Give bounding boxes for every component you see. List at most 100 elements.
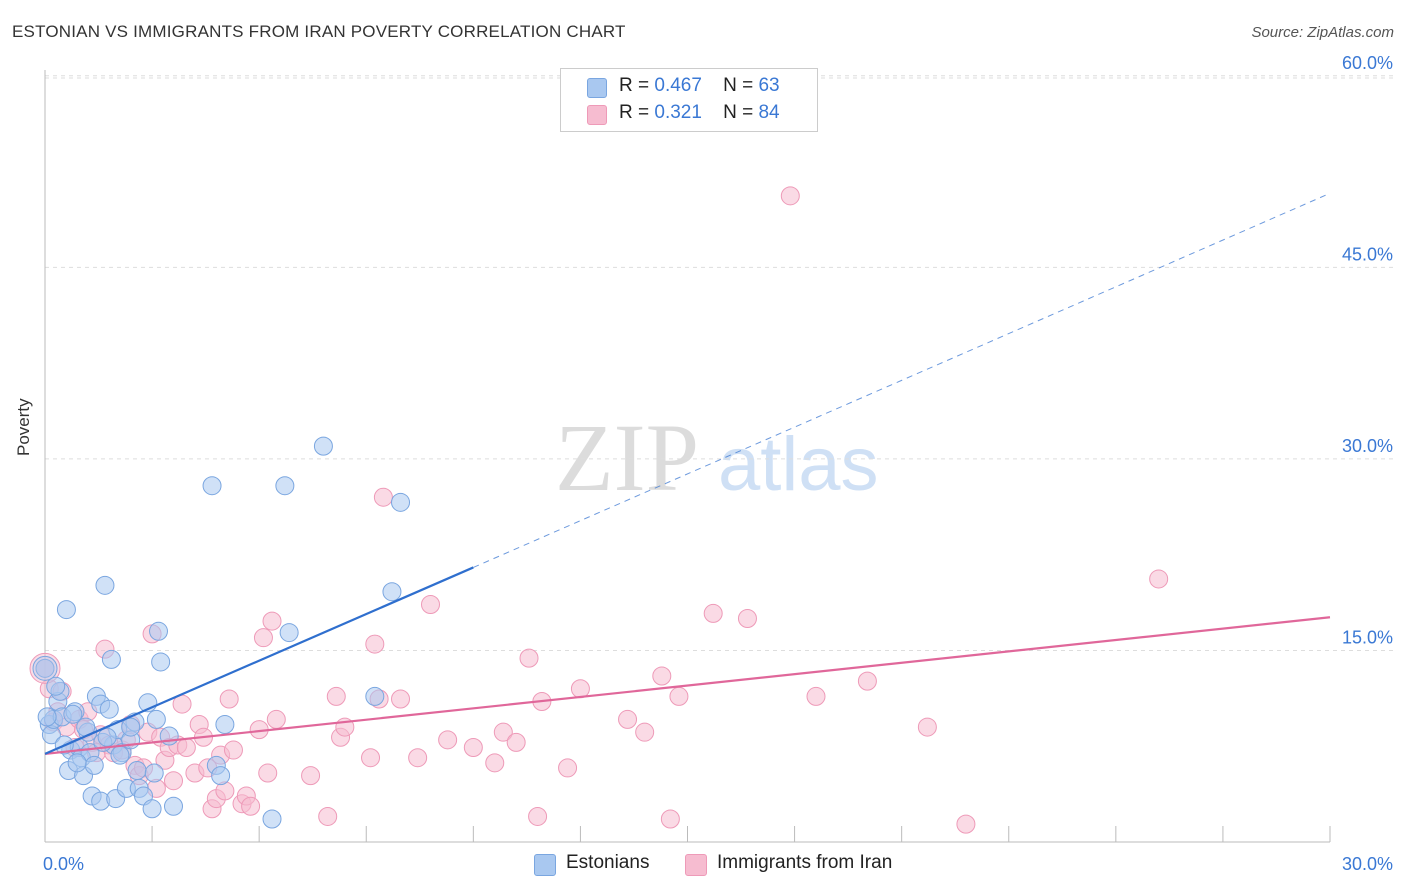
data-point-iran [635, 722, 655, 742]
data-point-estonians [164, 796, 183, 816]
series-legend: Estonians Immigrants from Iran [0, 852, 1406, 878]
data-point-estonians [121, 717, 141, 737]
n-value: 84 [758, 102, 780, 123]
n-label: N = [723, 102, 754, 123]
y-tick-label: 15.0% [1342, 627, 1393, 647]
data-point-estonians [211, 766, 231, 786]
data-point-iran [164, 771, 183, 791]
trend-lines [44, 192, 1331, 755]
data-point-estonians [202, 476, 222, 496]
data-point-iran [463, 738, 483, 758]
r-value: 0.467 [654, 75, 702, 96]
data-point-iran [326, 686, 346, 706]
x-tick-label: 30.0% [1342, 854, 1393, 874]
y-tick-label: 45.0% [1342, 244, 1393, 264]
legend-swatch-pink [587, 105, 607, 125]
trend-line-estonians [44, 566, 474, 755]
r-label: R = [619, 102, 650, 123]
gridlines [45, 75, 1395, 651]
data-point-estonians [67, 753, 87, 773]
legend-swatch-pink [685, 854, 707, 876]
watermark-zip: ZIP [555, 404, 699, 511]
data-point-estonians [382, 582, 402, 602]
data-point-iran [223, 740, 243, 760]
data-point-iran [570, 679, 590, 699]
data-point-iran [652, 666, 672, 686]
x-tick-label: 0.0% [43, 854, 84, 874]
legend-label-immigrants-from-iran: Immigrants from Iran [717, 852, 893, 873]
data-point-estonians [151, 652, 171, 672]
data-point-estonians [313, 436, 333, 456]
data-point-iran [737, 609, 757, 629]
data-point-iran [318, 806, 338, 826]
data-point-iran [660, 809, 680, 829]
data-point-estonians [32, 655, 58, 681]
data-point-estonians [110, 745, 130, 765]
data-point-iran [493, 722, 513, 742]
data-point-estonians [101, 649, 121, 669]
watermark-atlas: atlas [718, 422, 879, 507]
data-point-iran [485, 753, 505, 773]
data-point-iran [258, 763, 278, 783]
data-point-estonians [95, 575, 115, 595]
data-point-iran [219, 689, 239, 709]
data-point-estonians [46, 676, 66, 696]
data-point-estonians [127, 760, 147, 780]
data-point-iran [241, 796, 261, 816]
data-point-estonians [35, 658, 55, 678]
data-point-estonians [215, 715, 235, 735]
data-point-estonians [97, 727, 117, 747]
data-point-estonians [99, 699, 119, 719]
data-point-estonians [144, 763, 164, 783]
data-point-iran [703, 603, 723, 623]
r-label: R = [619, 75, 650, 96]
data-point-estonians [391, 492, 411, 512]
data-point-estonians [279, 623, 299, 643]
data-point-estonians [142, 799, 162, 819]
y-tick-label: 60.0% [1342, 53, 1393, 73]
data-point-iran [176, 738, 196, 758]
n-value: 63 [758, 75, 780, 96]
data-point-estonians [63, 704, 83, 724]
data-point-estonians [149, 621, 169, 641]
data-point-iran [365, 634, 385, 654]
data-point-iran [421, 594, 440, 614]
data-point-estonians [365, 686, 385, 706]
data-point-estonians [146, 709, 166, 729]
data-point-iran [618, 709, 638, 729]
data-point-iran [519, 648, 539, 668]
data-point-iran [408, 748, 428, 768]
data-point-estonians [37, 707, 57, 727]
watermark: ZIP atlas [555, 404, 879, 511]
data-point-iran [361, 748, 381, 768]
tick-labels: 15.0% 30.0% 45.0% 60.0% 0.0% 30.0% [43, 53, 1393, 874]
data-point-estonians [275, 476, 295, 496]
trend-line-iran [44, 616, 1331, 755]
data-point-iran [373, 487, 393, 507]
data-point-iran [253, 628, 273, 648]
data-point-iran [780, 186, 800, 206]
data-point-iran [262, 611, 282, 631]
trend-line-estonians-extrapolated [473, 192, 1331, 568]
n-label: N = [723, 75, 754, 96]
data-point-estonians [262, 809, 282, 829]
series-estonians [32, 436, 411, 829]
data-point-iran [266, 709, 286, 729]
data-point-iran [669, 686, 689, 706]
data-point-iran [917, 717, 937, 737]
data-point-estonians [84, 755, 104, 775]
data-point-iran [558, 758, 578, 778]
data-point-estonians [56, 600, 76, 620]
legend-swatch-blue [587, 78, 607, 98]
legend-swatch-blue [534, 854, 556, 876]
data-point-iran [956, 814, 976, 834]
data-point-iran [391, 689, 411, 709]
legend-label-estonians: Estonians [566, 852, 650, 873]
y-tick-label: 30.0% [1342, 436, 1393, 456]
data-point-iran [438, 730, 458, 750]
axes [44, 70, 1331, 843]
chart-source: Source: ZipAtlas.com [1251, 24, 1394, 41]
chart-title: ESTONIAN VS IMMIGRANTS FROM IRAN POVERTY… [12, 22, 626, 41]
data-point-iran [301, 766, 321, 786]
stats-legend: R = 0.467 N = 63 R = 0.321 N = 84 [560, 68, 818, 132]
